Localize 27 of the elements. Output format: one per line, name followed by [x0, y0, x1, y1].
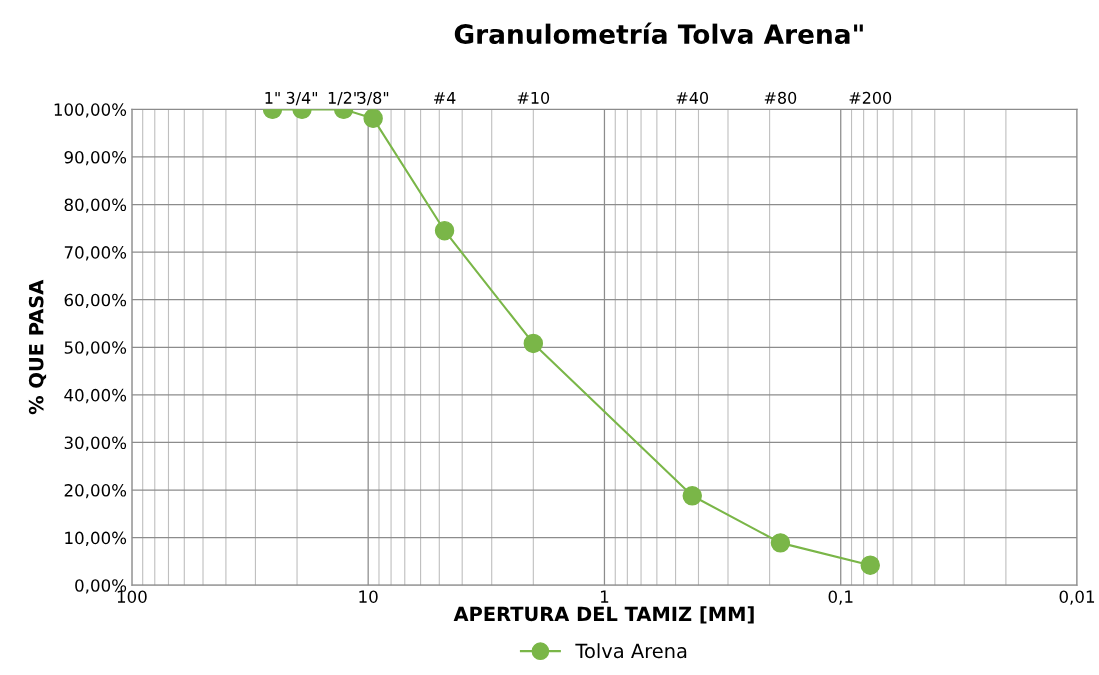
y-tick-label: 90,00%	[64, 150, 127, 166]
y-tick-label: 40,00%	[64, 388, 127, 404]
legend-label: Tolva Arena	[575, 643, 687, 659]
text: #40	[676, 91, 709, 104]
text: 3/4"	[286, 91, 318, 106]
x-tick-label: 0,01	[1059, 590, 1095, 605]
x-axis-title: APERTURA DEL TAMIZ [MM]	[453, 606, 754, 624]
y-tick-label: 50,00%	[64, 341, 127, 356]
text: #200	[849, 91, 892, 104]
y-tick-label: 10,00%	[65, 531, 127, 546]
y-tick-label: 60,00%	[64, 293, 127, 308]
y-tick-label: 70,00%	[64, 246, 127, 261]
x-tick-label: 1	[600, 590, 609, 603]
y-tick-label: 80,00%	[64, 198, 127, 213]
chart-title: Granulometría Tolva Arena"	[454, 22, 863, 45]
y-tick-label: 20,00%	[64, 484, 127, 499]
text: 1/2"	[328, 91, 359, 106]
text: 1"	[265, 92, 280, 104]
x-tick-label: 10	[359, 590, 378, 603]
text: #10	[517, 91, 550, 104]
x-tick-label: 0,1	[828, 590, 853, 605]
text: 3/8"	[357, 91, 389, 106]
text: #4	[434, 92, 456, 104]
y-tick-label: 100,00%	[54, 103, 127, 118]
y-tick-label: 30,00%	[64, 436, 127, 451]
text: #80	[764, 91, 797, 104]
y-axis-title: % QUE PASA	[28, 279, 47, 415]
